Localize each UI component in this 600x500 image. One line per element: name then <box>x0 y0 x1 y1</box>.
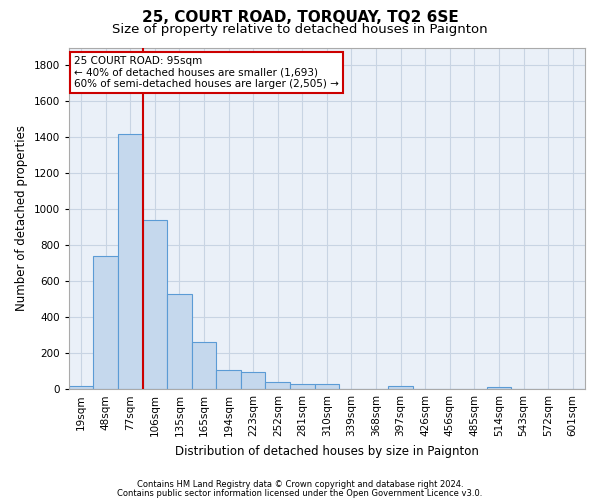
Bar <box>388 386 413 389</box>
Text: 25, COURT ROAD, TORQUAY, TQ2 6SE: 25, COURT ROAD, TORQUAY, TQ2 6SE <box>142 10 458 25</box>
Bar <box>143 220 167 389</box>
Bar <box>265 382 290 389</box>
Bar <box>69 386 94 389</box>
Text: Size of property relative to detached houses in Paignton: Size of property relative to detached ho… <box>112 22 488 36</box>
Bar <box>118 134 143 389</box>
Bar <box>94 256 118 389</box>
Text: Contains HM Land Registry data © Crown copyright and database right 2024.: Contains HM Land Registry data © Crown c… <box>137 480 463 489</box>
Bar <box>217 370 241 389</box>
Bar <box>241 372 265 389</box>
Bar <box>167 294 192 389</box>
Y-axis label: Number of detached properties: Number of detached properties <box>15 126 28 312</box>
Text: 25 COURT ROAD: 95sqm
← 40% of detached houses are smaller (1,693)
60% of semi-de: 25 COURT ROAD: 95sqm ← 40% of detached h… <box>74 56 339 89</box>
Text: Contains public sector information licensed under the Open Government Licence v3: Contains public sector information licen… <box>118 488 482 498</box>
X-axis label: Distribution of detached houses by size in Paignton: Distribution of detached houses by size … <box>175 444 479 458</box>
Bar <box>487 387 511 389</box>
Bar <box>192 342 217 389</box>
Bar <box>290 384 314 389</box>
Bar <box>314 384 339 389</box>
